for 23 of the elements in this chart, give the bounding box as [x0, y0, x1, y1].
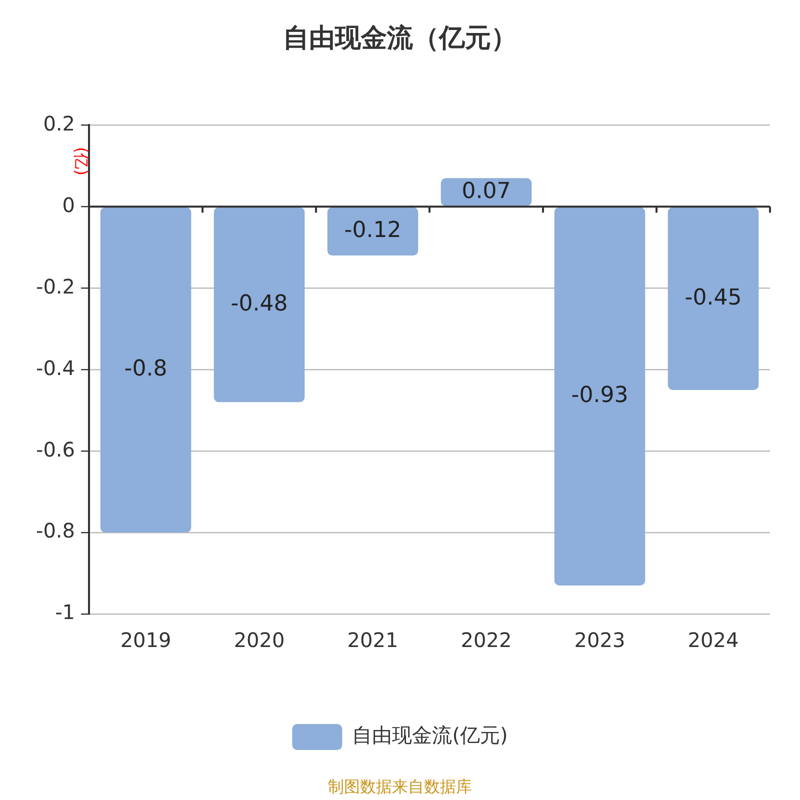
- y-axis-title: (亿): [72, 146, 91, 176]
- data-label: -0.12: [344, 218, 402, 244]
- data-label: -0.45: [684, 285, 742, 310]
- x-tick-label: 2023: [574, 628, 626, 652]
- x-tick-label: 2020: [234, 628, 285, 652]
- data-label: -0.8: [124, 356, 168, 382]
- x-tick-label: 2021: [347, 628, 398, 652]
- y-tick-label: 0: [62, 192, 76, 217]
- x-tick-label: 2022: [460, 628, 512, 652]
- chart-title: 自由现金流（亿元）: [283, 23, 517, 54]
- data-label: -0.93: [571, 383, 628, 408]
- y-tick-label: -0.2: [36, 274, 76, 298]
- y-tick-label: -0.6: [36, 437, 76, 462]
- x-tick-label: 2019: [120, 628, 172, 652]
- y-tick-label: 0.2: [43, 111, 76, 136]
- data-label: 0.07: [462, 178, 511, 204]
- x-tick-label: 2024: [688, 628, 739, 652]
- y-tick-label: -1: [55, 600, 76, 624]
- data-label: -0.48: [230, 291, 288, 316]
- y-tick-label: -0.4: [36, 356, 76, 380]
- y-tick-label: -0.8: [36, 518, 76, 543]
- text: 制图数据来自数据库: [328, 777, 472, 796]
- legend-label: 自由现金流(亿元): [352, 723, 508, 748]
